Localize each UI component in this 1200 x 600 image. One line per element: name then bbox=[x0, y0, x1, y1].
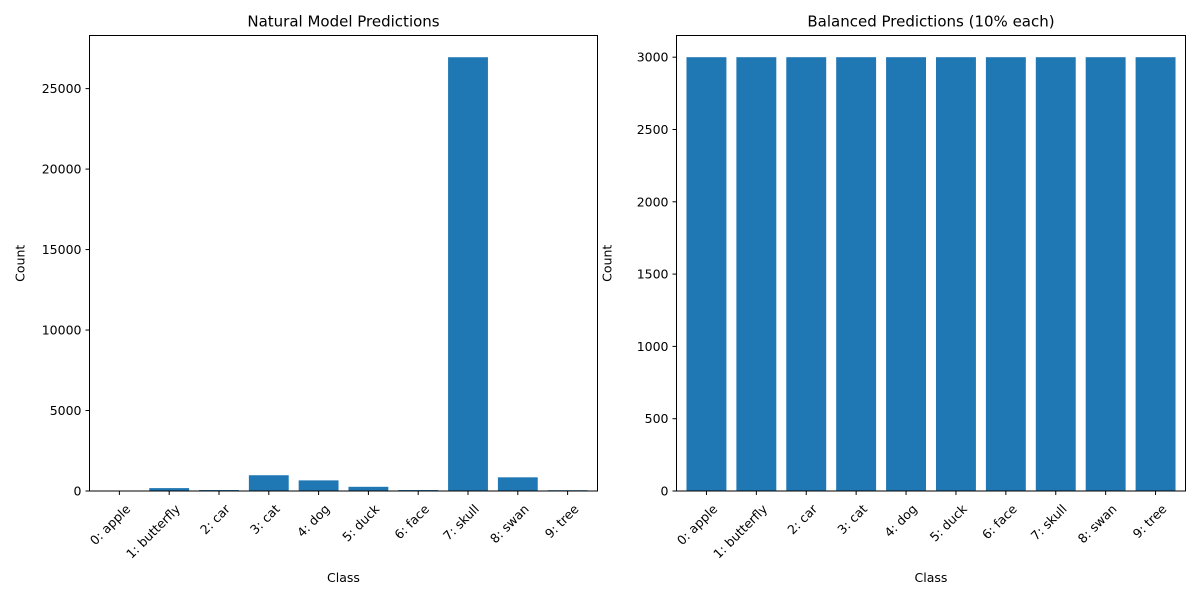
bar-8-swan bbox=[497, 477, 538, 491]
bar-0-apple bbox=[686, 57, 727, 491]
y-axis-label: Count bbox=[13, 245, 28, 282]
x-axis-label: Class bbox=[915, 570, 948, 585]
y-tick-label: 20000 bbox=[42, 162, 82, 177]
x-tick-label: 9: tree bbox=[1130, 501, 1170, 541]
x-tick-label: 6: face bbox=[979, 501, 1020, 542]
x-tick-label: 3: cat bbox=[247, 501, 283, 537]
x-tick-label: 2: car bbox=[197, 501, 234, 538]
chart-title: Natural Model Predictions bbox=[247, 13, 439, 31]
axes-frame bbox=[676, 35, 1186, 492]
x-axis-label: Class bbox=[327, 570, 360, 585]
x-tick-label: 4: dog bbox=[881, 501, 920, 540]
axes-frame bbox=[89, 35, 598, 492]
bar-3-cat bbox=[248, 475, 289, 491]
y-tick-label: 5000 bbox=[50, 403, 82, 418]
bar-5-duck bbox=[348, 486, 389, 491]
x-tick-label: 3: cat bbox=[834, 501, 870, 537]
bar-1-butterfly bbox=[736, 57, 777, 491]
x-tick-label: 8: swan bbox=[487, 501, 532, 546]
y-tick-label: 2500 bbox=[637, 122, 669, 137]
bar-7-skull bbox=[448, 57, 488, 492]
x-tick-label: 0: apple bbox=[87, 501, 134, 548]
x-tick-label: 2: car bbox=[784, 501, 821, 538]
y-tick-label: 1500 bbox=[637, 267, 669, 282]
x-tick-label: 0: apple bbox=[674, 501, 721, 548]
x-tick-label: 5: duck bbox=[339, 501, 383, 545]
x-tick-label: 1: butterfly bbox=[710, 501, 770, 561]
x-tick-label: 5: duck bbox=[927, 501, 971, 545]
x-tick-label: 9: tree bbox=[542, 501, 582, 541]
y-tick-label: 500 bbox=[645, 411, 669, 426]
x-tick-label: 1: butterfly bbox=[123, 501, 183, 561]
y-axis-label: Count bbox=[600, 245, 615, 282]
bar-3-cat bbox=[836, 57, 877, 491]
bar-1-butterfly bbox=[149, 488, 190, 491]
bar-7-skull bbox=[1035, 57, 1076, 491]
bar-4-dog bbox=[298, 480, 339, 491]
y-tick-label: 2000 bbox=[637, 194, 669, 209]
chart-balanced-predictions: Balanced Predictions (10% each) 0 500 1000 1… bbox=[600, 13, 1186, 585]
x-tick-label: 7: skull bbox=[440, 501, 482, 543]
y-tick-label: 15000 bbox=[42, 242, 82, 257]
bar-6-face bbox=[985, 57, 1026, 491]
chart-title: Balanced Predictions (10% each) bbox=[807, 13, 1054, 31]
y-tick-label: 0 bbox=[661, 484, 669, 499]
bar-5-duck bbox=[935, 57, 976, 491]
bar-4-dog bbox=[886, 57, 927, 491]
y-tick-label: 1000 bbox=[637, 339, 669, 354]
y-tick-label: 0 bbox=[74, 484, 82, 499]
bar-9-tree bbox=[1135, 57, 1176, 491]
x-tick-label: 7: skull bbox=[1028, 501, 1070, 543]
y-tick-label: 25000 bbox=[42, 81, 82, 96]
chart-natural-predictions: Natural Model Predictions 0 5000 10000 15000… bbox=[13, 13, 598, 585]
bar-8-swan bbox=[1085, 57, 1126, 491]
y-tick-label: 10000 bbox=[42, 323, 82, 338]
x-tick-label: 6: face bbox=[391, 501, 432, 542]
bar-2-car bbox=[786, 57, 827, 491]
y-tick-label: 3000 bbox=[637, 50, 669, 65]
x-tick-label: 8: swan bbox=[1075, 501, 1120, 546]
x-tick-label: 4: dog bbox=[294, 501, 333, 540]
